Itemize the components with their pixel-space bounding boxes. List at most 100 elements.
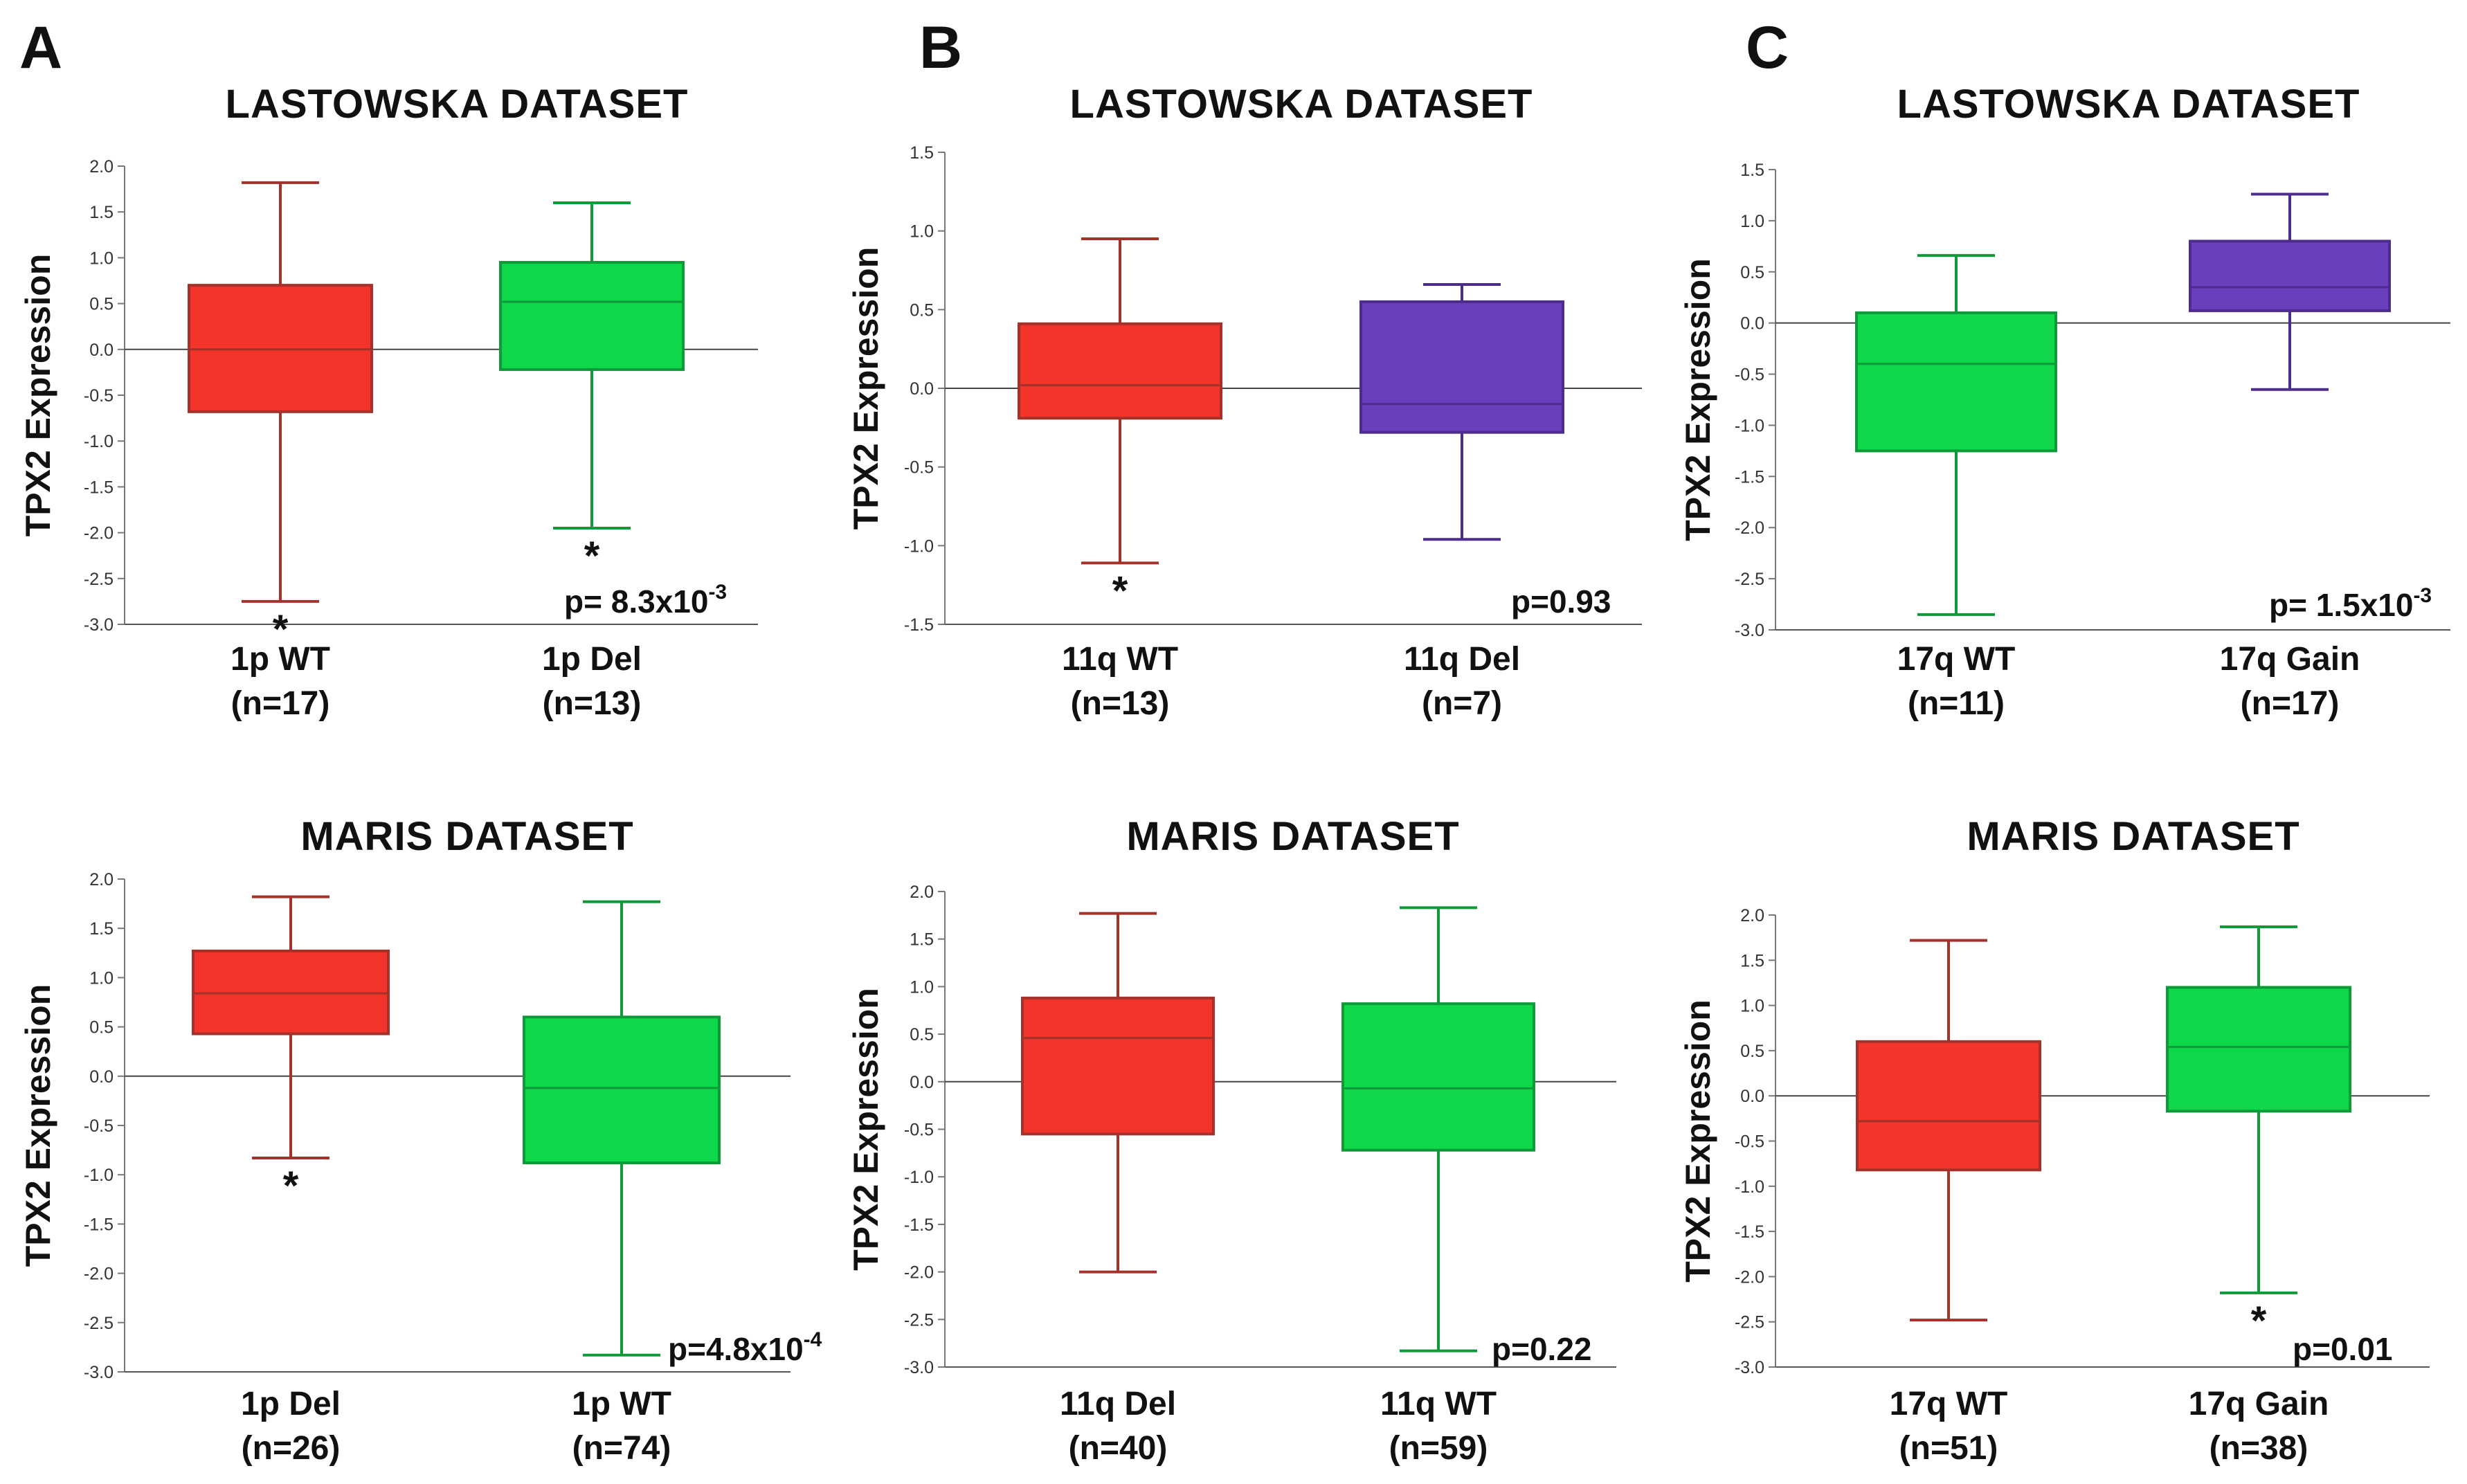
category-n-label: (n=59) (1389, 1430, 1488, 1467)
y-tick-label: -0.5 (84, 386, 114, 406)
y-tick-label: -1.0 (84, 1166, 114, 1185)
category-label: 1p Del (241, 1386, 341, 1422)
p-value-label: p=0.22 (1492, 1331, 1592, 1367)
box-1p-wt: * (188, 181, 373, 652)
y-tick-label: 1.0 (910, 977, 934, 997)
category-n-label: (n=7) (1422, 685, 1502, 722)
y-tick-label: -3.0 (84, 615, 114, 635)
y-tick-label: 1.5 (1740, 161, 1764, 180)
y-tick-label: -1.0 (84, 432, 114, 451)
y-axis-label: TPX2 Expression (19, 254, 57, 537)
chart-title: MARIS DATASET (300, 814, 633, 859)
category-n-label: (n=17) (231, 685, 330, 722)
y-tick-label: 0.0 (89, 341, 114, 360)
category-label: 17q WT (1897, 641, 2016, 678)
y-tick-label: 0.5 (89, 295, 114, 314)
y-tick-label: -1.5 (84, 478, 114, 497)
y-tick-label: -1.5 (904, 615, 934, 635)
y-tick-label: -0.5 (904, 1121, 934, 1140)
y-tick-label: -2.5 (84, 570, 114, 589)
y-tick-label: 1.5 (910, 930, 934, 950)
y-tick-label: -1.0 (904, 1168, 934, 1187)
y-tick-label: -1.0 (904, 536, 934, 556)
y-axis-label: TPX2 Expression (1679, 258, 1717, 541)
category-label: 17q Gain (2220, 641, 2360, 678)
box-1p-del: * (192, 895, 390, 1209)
y-tick-label: 1.0 (1740, 212, 1764, 231)
iqr-box (2189, 239, 2391, 312)
significance-star: * (283, 1164, 299, 1209)
y-tick-label: 1.5 (910, 143, 934, 163)
y-tick-label: 1.0 (89, 968, 114, 988)
category-n-label: (n=26) (242, 1430, 341, 1467)
y-tick-label: -1.5 (1735, 467, 1764, 487)
category-n-label: (n=13) (1071, 685, 1170, 722)
box-11q-del (1021, 912, 1215, 1274)
box-17q-gain (2189, 192, 2391, 391)
y-tick-label: -2.0 (1735, 1267, 1764, 1287)
category-label: 17q Gain (2189, 1386, 2329, 1422)
chart-c2: MARIS DATASET TPX2 Expression 2.0 1.5 1.0 0.5… (1679, 814, 2430, 1467)
category-label: 1p Del (542, 641, 642, 678)
y-axis-label: TPX2 Expression (19, 984, 57, 1267)
p-value-label: p=0.01 (2293, 1331, 2393, 1367)
y-tick-label: -2.0 (1735, 518, 1764, 538)
category-n-label: (n=38) (2210, 1430, 2308, 1467)
y-tick-label: 1.0 (89, 248, 114, 268)
box-1p-del: * (499, 201, 685, 579)
significance-star: * (1112, 568, 1128, 613)
y-tick-label: -2.0 (904, 1263, 934, 1283)
y-tick-label: -1.5 (904, 1215, 934, 1235)
y-tick-label: 2.0 (910, 883, 934, 902)
p-value-label: p= 8.3x10-3 (564, 581, 727, 619)
chart-title: MARIS DATASET (1967, 814, 2299, 859)
y-tick-label: 1.0 (1740, 997, 1764, 1016)
box-17q-wt (1855, 254, 2057, 616)
chart-a1: LASTOWSKA DATASET TPX2 Expression 2.0 1.5 1.… (19, 82, 758, 722)
chart-a2: MARIS DATASET TPX2 Expression 2.0 1.5 1.0 0.5… (19, 814, 822, 1467)
y-tick-label: -1.5 (1735, 1222, 1764, 1242)
y-tick-label: -1.5 (84, 1215, 114, 1234)
y-tick-label: -3.0 (84, 1363, 114, 1382)
y-tick-label: 0.5 (910, 1025, 934, 1044)
box-1p-wt (523, 900, 721, 1357)
y-tick-label: -2.5 (1735, 570, 1764, 589)
chart-b1: LASTOWSKA DATASET TPX2 Expression 1.5 1.0 0.… (847, 82, 1642, 722)
chart-title: LASTOWSKA DATASET (1070, 82, 1533, 127)
iqr-box (2166, 986, 2351, 1113)
y-tick-label: 0.0 (910, 379, 934, 399)
y-tick-label: -1.0 (1735, 416, 1764, 435)
category-n-label: (n=51) (1899, 1430, 1998, 1467)
y-tick-label: -0.5 (1735, 1132, 1764, 1152)
chart-b2: MARIS DATASET TPX2 Expression 2.0 1.5 1.0 0.5… (847, 814, 1616, 1467)
box-11q-wt: * (1018, 237, 1222, 613)
y-tick-label: -1.0 (1735, 1177, 1764, 1197)
y-tick-label: 0.5 (910, 300, 934, 320)
significance-star: * (584, 534, 600, 579)
category-label: 1p WT (572, 1386, 671, 1422)
y-tick-label: 2.0 (89, 870, 114, 889)
y-tick-label: 0.0 (1740, 314, 1764, 334)
y-tick-label: 0.5 (1740, 263, 1764, 282)
y-tick-label: 2.0 (89, 157, 114, 177)
y-tick-label: -2.0 (84, 524, 114, 543)
category-label: 11q Del (1060, 1386, 1176, 1422)
significance-star: * (2251, 1298, 2267, 1343)
iqr-box (499, 261, 685, 371)
y-tick-label: -2.5 (1735, 1313, 1764, 1332)
significance-star: * (273, 607, 289, 652)
y-axis-label: TPX2 Expression (847, 247, 885, 530)
iqr-box (523, 1015, 721, 1165)
y-tick-label: 1.0 (910, 222, 934, 242)
panel-letter-a: A (19, 15, 62, 81)
category-label: 1p WT (231, 641, 330, 678)
y-tick-label: -0.5 (84, 1116, 114, 1136)
y-tick-label: 0.0 (1740, 1087, 1764, 1106)
y-tick-label: 0.0 (910, 1073, 934, 1092)
category-n-label: (n=13) (543, 685, 642, 722)
y-tick-label: -3.0 (1735, 1358, 1764, 1377)
category-n-label: (n=11) (1908, 685, 2005, 722)
iqr-box (1856, 1040, 2041, 1172)
category-n-label: (n=74) (572, 1430, 671, 1467)
iqr-box (1018, 322, 1222, 420)
